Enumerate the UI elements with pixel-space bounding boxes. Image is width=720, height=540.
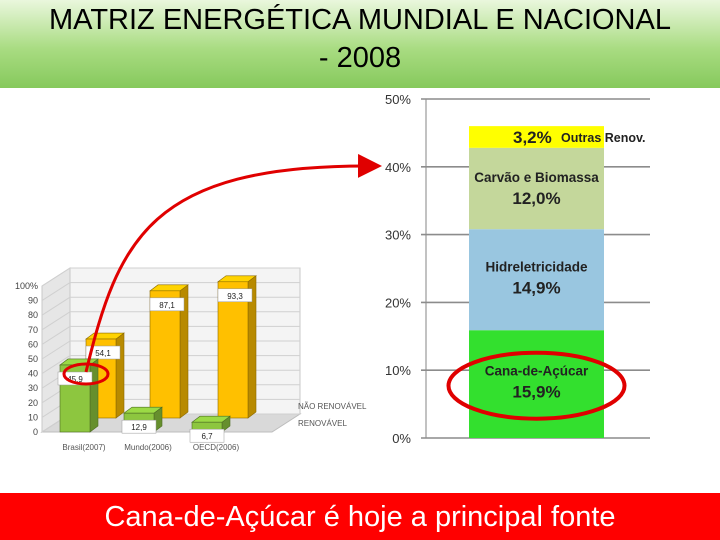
y-tick-label: 50	[28, 354, 38, 364]
highlight-ellipse-cana	[446, 350, 627, 421]
y-tick-label: 40%	[385, 160, 411, 175]
data-label-nao-renovavel: 87,1	[159, 301, 175, 310]
segment-value: 3,2%	[513, 128, 552, 147]
legend-renovavel: RENOVÁVEL	[298, 419, 347, 428]
data-label-nao-renovavel: 93,3	[227, 292, 243, 301]
highlight-arrow	[84, 153, 382, 373]
gridline-side	[41, 340, 71, 360]
data-label-nao-renovavel: 54,1	[95, 349, 111, 358]
highlight-ellipse-brasil	[62, 362, 110, 386]
gridline-side	[41, 296, 71, 316]
data-label-renovavel: 12,9	[131, 423, 147, 432]
x-tick-label: Mundo(2006)	[124, 443, 172, 452]
slide-title-line-2: - 2008	[318, 42, 402, 74]
y-tick-label: 100%	[15, 281, 38, 291]
y-tick-label: 0	[33, 427, 38, 437]
y-tick-label: 50%	[385, 92, 411, 107]
bar-nao-renovavel	[217, 281, 249, 419]
y-tick-label: 40	[28, 369, 38, 379]
title-bar	[0, 0, 720, 88]
data-label-renovavel-box	[189, 428, 225, 443]
y-tick-label: 20	[28, 398, 38, 408]
segment-name: Hidreletricidade	[485, 260, 588, 275]
segment-name: Outras Renov.	[561, 131, 646, 145]
footer-text: Cana-de-Açúcar é hoje a principal fonte	[104, 501, 616, 533]
slide-title-line-1: MATRIZ ENERGÉTICA MUNDIAL E NACIONAL	[49, 4, 671, 36]
data-label-nao-renovavel-box	[149, 297, 185, 312]
segment-value: 15,9%	[512, 382, 560, 401]
data-label-nao-renovavel-box	[85, 345, 121, 360]
y-tick-label: 60	[28, 339, 38, 349]
data-label-renovavel: 6,7	[201, 432, 213, 441]
gridline-side	[41, 282, 71, 302]
y-tick-label: 30%	[385, 228, 411, 243]
stacked-segment	[469, 147, 604, 230]
stacked-segment	[469, 126, 604, 148]
segment-name: Cana-de-Açúcar	[485, 363, 589, 378]
bar-renovavel-side	[89, 358, 99, 433]
left-3d-bar-chart: 0 10 20 30 40 50 60 70 80 90 100% 54,1 45,9 Brasil(20…	[15, 267, 367, 452]
y-tick-label: 90	[28, 296, 38, 306]
y-tick-label: 10	[28, 412, 38, 422]
x-tick-label: Brasil(2007)	[62, 443, 105, 452]
y-tick-label: 30	[28, 383, 38, 393]
right-stacked-bar-chart: 0% 10% 20% 30% 40% 50% Cana-de-Açúcar 15,9% Hidr…	[385, 92, 650, 446]
footer-bar	[0, 493, 720, 540]
data-label-renovavel-box	[57, 371, 93, 386]
gridline-side	[41, 355, 71, 375]
bar-nao-renovavel	[149, 290, 181, 419]
gridline-side	[41, 267, 71, 287]
y-tick-label: 70	[28, 325, 38, 335]
data-label-renovavel: 45,9	[67, 375, 83, 384]
bar-nao-renovavel-side	[115, 332, 125, 419]
segment-value: 12,0%	[512, 189, 560, 208]
segment-name: Carvão e Biomassa	[474, 170, 599, 185]
data-label-renovavel-box	[121, 419, 157, 434]
y-tick-label: 10%	[385, 363, 411, 378]
y-tick-label: 20%	[385, 295, 411, 310]
data-label-nao-renovavel-box	[217, 288, 253, 303]
y-tick-label: 0%	[392, 431, 411, 446]
y-tick-label: 80	[28, 310, 38, 320]
stacked-segment	[469, 229, 604, 331]
gridline-side	[41, 325, 71, 345]
gridline-side	[41, 311, 71, 331]
x-tick-label: OECD(2006)	[193, 443, 240, 452]
legend-nao-renovavel: NÃO RENOVÁVEL	[298, 402, 367, 411]
segment-value: 14,9%	[512, 279, 560, 298]
